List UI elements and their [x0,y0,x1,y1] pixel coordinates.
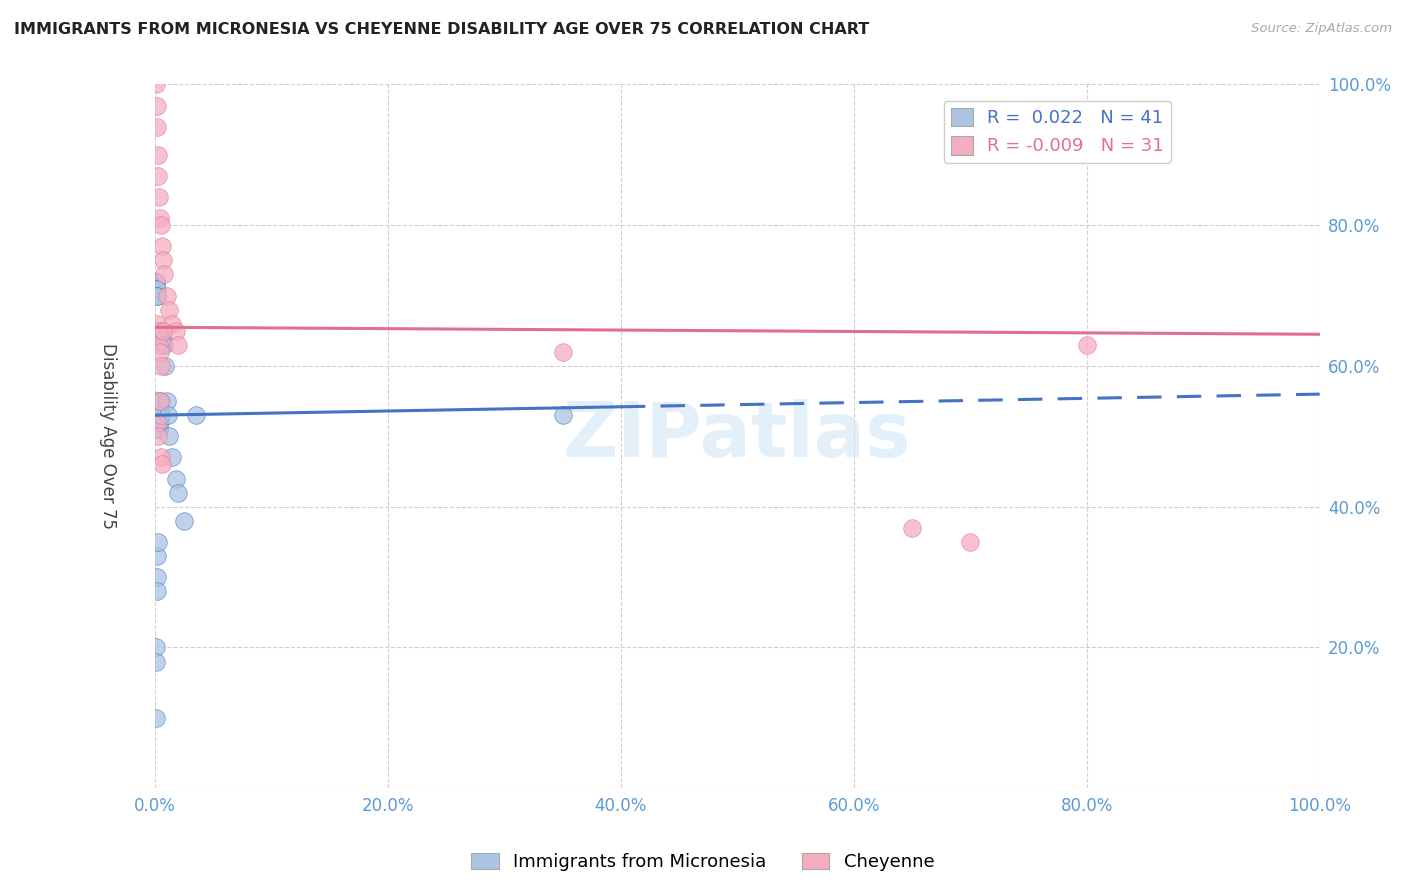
Point [148,422,170,436]
Point [149,218,172,232]
Point [157,302,180,317]
Point [150,239,173,253]
Point [152,338,174,352]
Point [146,584,169,599]
Point [146,324,169,338]
Point [155,394,177,409]
Point [146,401,169,416]
Legend: R =  0.022   N = 41, R = -0.009   N = 31: R = 0.022 N = 41, R = -0.009 N = 31 [943,101,1171,162]
Point [959,535,981,549]
Point [153,338,176,352]
Point [145,317,167,331]
Point [149,408,172,422]
Point [152,253,174,268]
Point [145,711,167,725]
Y-axis label: Disability Age Over 75: Disability Age Over 75 [100,343,117,529]
Point [145,275,167,289]
Point [146,408,169,422]
Point [148,211,170,226]
Point [1076,338,1098,352]
Point [901,521,924,535]
Point [145,640,167,655]
Point [551,408,574,422]
Point [148,408,170,422]
Point [148,190,170,204]
Point [167,338,190,352]
Point [149,344,172,359]
Point [152,324,174,338]
Point [146,394,169,409]
Point [146,535,169,549]
Point [145,275,167,289]
Point [148,169,170,183]
Point [145,98,167,112]
Point [146,288,169,302]
Point [146,148,169,162]
Point [145,78,167,92]
Point [155,359,177,373]
Text: IMMIGRANTS FROM MICRONESIA VS CHEYENNE DISABILITY AGE OVER 75 CORRELATION CHART: IMMIGRANTS FROM MICRONESIA VS CHEYENNE D… [14,22,869,37]
Point [149,450,172,465]
Text: Source: ZipAtlas.com: Source: ZipAtlas.com [1251,22,1392,36]
Point [173,514,195,528]
Point [148,338,170,352]
Point [149,394,172,409]
Point [150,458,173,472]
Point [149,401,172,416]
Point [145,570,167,584]
Point [167,485,190,500]
Point [551,344,574,359]
Point [149,408,172,422]
Point [148,415,170,429]
Point [146,120,169,134]
Point [145,281,167,295]
Point [155,288,177,302]
Point [148,415,170,429]
Point [165,472,187,486]
Point [162,450,184,465]
Point [153,268,176,282]
Point [148,394,170,409]
Point [165,324,187,338]
Point [150,408,173,422]
Point [150,324,173,338]
Point [145,655,167,669]
Legend: Immigrants from Micronesia, Cheyenne: Immigrants from Micronesia, Cheyenne [464,846,942,879]
Point [156,408,179,422]
Point [184,408,207,422]
Point [162,317,184,331]
Point [145,288,167,302]
Point [146,415,169,429]
Point [148,429,170,443]
Point [145,281,167,295]
Text: ZIPatlas: ZIPatlas [562,400,911,474]
Point [157,429,180,443]
Point [148,415,170,429]
Point [148,422,170,436]
Point [150,359,173,373]
Point [146,549,169,563]
Point [152,331,174,345]
